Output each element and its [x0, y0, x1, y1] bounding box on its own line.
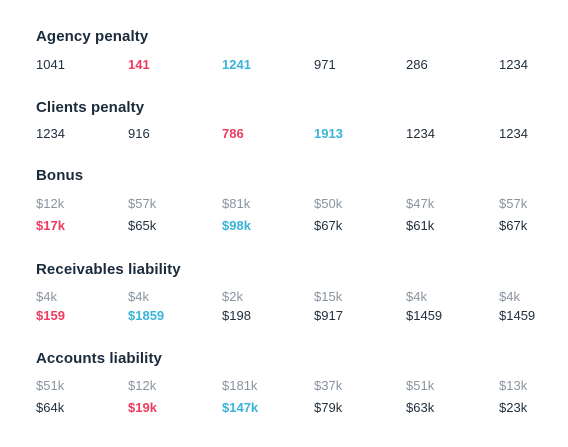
current-value-cell: $61k: [406, 218, 435, 233]
value-cell-highest: 1913: [314, 126, 343, 141]
current-value-cell-lowest: $17k: [36, 218, 65, 233]
previous-value-cell: $81k: [222, 196, 251, 211]
previous-value-cell: $50k: [314, 196, 343, 211]
previous-value-cell: $51k: [36, 378, 65, 393]
current-value-cell: $67k: [314, 218, 343, 233]
value-cell-lowest: 141: [128, 57, 150, 72]
section-agency-penalty: Agency penalty 1041 141 1241 971 286 123…: [36, 28, 556, 78]
value-cell: 1234: [406, 126, 435, 141]
current-values-row: $159 $1859 $198 $917 $1459 $1459: [36, 307, 556, 325]
current-values-row: $64k $19k $147k $79k $63k $23k: [36, 399, 556, 417]
value-cell: 286: [406, 57, 428, 72]
previous-value-cell: $12k: [128, 378, 157, 393]
value-cell: 1234: [36, 126, 65, 141]
previous-value-cell: $2k: [222, 289, 243, 304]
value-cell-highest: 1241: [222, 57, 251, 72]
previous-value-cell: $4k: [499, 289, 520, 304]
value-cell-lowest: 786: [222, 126, 244, 141]
previous-value-cell: $13k: [499, 378, 528, 393]
section-receivables-liability: Receivables liability $4k $4k $2k $15k $…: [36, 261, 556, 331]
previous-value-cell: $181k: [222, 378, 258, 393]
previous-value-cell: $4k: [128, 289, 149, 304]
values-row: 1234 916 786 1913 1234 1234: [36, 125, 556, 143]
current-value-cell: $65k: [128, 218, 157, 233]
current-value-cell: $1459: [406, 308, 443, 323]
previous-value-cell: $4k: [406, 289, 427, 304]
current-value-cell: $67k: [499, 218, 528, 233]
value-cell: 1041: [36, 57, 65, 72]
current-value-cell: $23k: [499, 400, 528, 415]
value-cell: 916: [128, 126, 150, 141]
current-value-cell: $79k: [314, 400, 343, 415]
previous-value-cell: $57k: [128, 196, 157, 211]
current-value-cell: $917: [314, 308, 343, 323]
section-bonus: Bonus $12k $57k $81k $50k $47k $57k $17k…: [36, 167, 556, 237]
previous-values-row: $4k $4k $2k $15k $4k $4k: [36, 288, 556, 306]
current-value-cell-highest: $147k: [222, 400, 259, 415]
previous-value-cell: $51k: [406, 378, 435, 393]
current-value-cell-lowest: $159: [36, 308, 65, 323]
previous-value-cell: $15k: [314, 289, 343, 304]
previous-values-row: $12k $57k $81k $50k $47k $57k: [36, 195, 556, 213]
current-value-cell: $63k: [406, 400, 435, 415]
value-cell: 1234: [499, 126, 528, 141]
value-cell: 971: [314, 57, 336, 72]
section-clients-penalty: Clients penalty 1234 916 786 1913 1234 1…: [36, 99, 556, 149]
previous-value-cell: $47k: [406, 196, 435, 211]
previous-value-cell: $12k: [36, 196, 65, 211]
section-title: Receivables liability: [36, 261, 181, 278]
current-value-cell-highest: $98k: [222, 218, 251, 233]
current-value-cell-lowest: $19k: [128, 400, 157, 415]
current-value-cell-highest: $1859: [128, 308, 165, 323]
previous-value-cell: $4k: [36, 289, 57, 304]
current-values-row: $17k $65k $98k $67k $61k $67k: [36, 217, 556, 235]
section-title: Agency penalty: [36, 28, 149, 45]
section-title: Accounts liability: [36, 350, 162, 367]
current-value-cell: $64k: [36, 400, 65, 415]
section-accounts-liability: Accounts liability $51k $12k $181k $37k …: [36, 350, 556, 420]
section-title: Bonus: [36, 167, 84, 184]
value-cell: 1234: [499, 57, 528, 72]
current-value-cell: $1459: [499, 308, 536, 323]
values-row: 1041 141 1241 971 286 1234: [36, 56, 556, 74]
current-value-cell: $198: [222, 308, 251, 323]
previous-value-cell: $57k: [499, 196, 528, 211]
previous-values-row: $51k $12k $181k $37k $51k $13k: [36, 377, 556, 395]
section-title: Clients penalty: [36, 99, 145, 116]
previous-value-cell: $37k: [314, 378, 343, 393]
